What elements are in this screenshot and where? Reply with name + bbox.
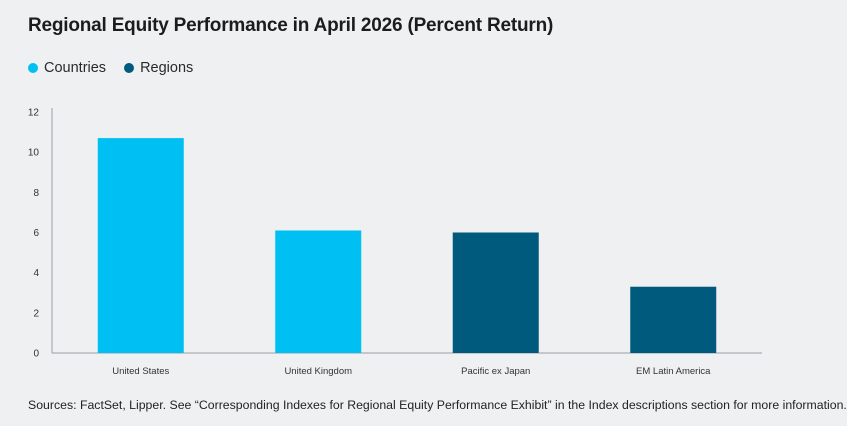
y-tick-label: 10 [28,148,40,159]
legend-label-regions: Regions [140,60,194,76]
legend: Countries Regions [28,60,193,76]
legend-item-regions: Regions [124,60,193,76]
source-note: Sources: FactSet, Lipper. See “Correspon… [28,398,847,412]
bar-united-kingdom [275,230,362,353]
x-tick-label: Pacific ex Japan [461,366,530,377]
y-tick-label: 4 [33,268,39,279]
y-tick-label: 0 [33,349,39,360]
x-tick-label: United States [112,366,169,377]
y-tick-label: 12 [28,108,40,119]
bar-united-states [97,138,184,353]
legend-swatch-regions [124,63,135,73]
bar-em-latin-america [630,286,717,353]
bar-pacific-ex-japan [452,232,539,353]
legend-swatch-countries [28,63,38,73]
x-tick-label: EM Latin America [636,366,711,377]
y-tick-label: 8 [33,188,39,199]
y-tick-label: 2 [33,308,39,319]
legend-label-countries: Countries [44,60,107,76]
legend-item-countries: Countries [28,60,106,76]
y-tick-label: 6 [33,228,39,239]
x-tick-label: United Kingdom [284,366,352,377]
chart-title: Regional Equity Performance in April 202… [28,15,554,36]
